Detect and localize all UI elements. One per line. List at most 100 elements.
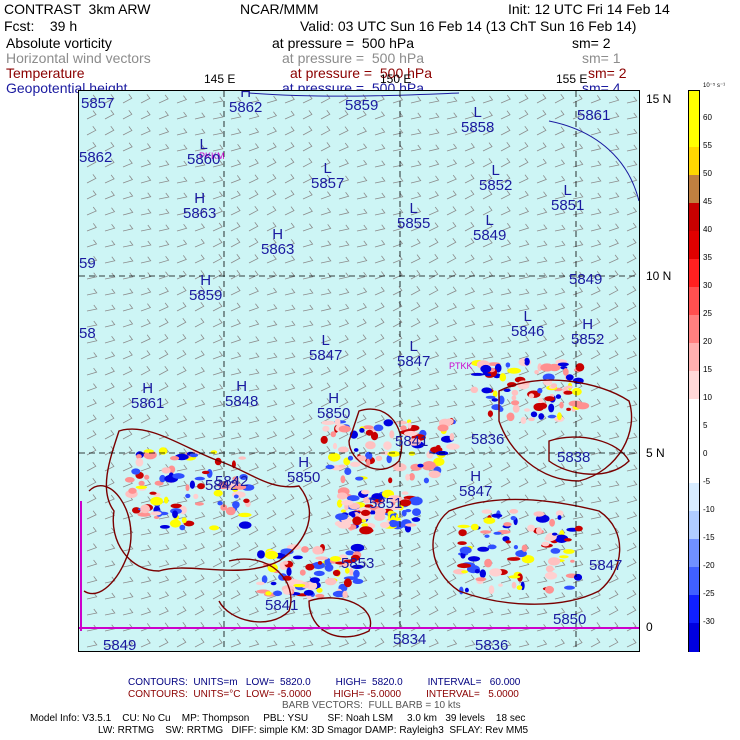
wind-barb	[266, 126, 277, 136]
height-contours	[248, 92, 639, 202]
vorticity-cell	[336, 492, 348, 500]
wind-barb	[482, 608, 494, 616]
wind-barb	[266, 446, 277, 456]
wind-barb	[428, 206, 439, 216]
contour-value: 5859	[345, 97, 379, 114]
vorticity-cell	[257, 550, 265, 559]
wind-barb	[392, 208, 404, 216]
wind-barb	[572, 143, 584, 152]
vorticity-cell	[537, 387, 543, 394]
vorticity-cell	[555, 394, 562, 399]
vorticity-cell	[446, 443, 460, 450]
wind-barb	[86, 608, 98, 616]
wind-barb	[86, 640, 98, 648]
wind-barb	[104, 174, 115, 184]
high-marker: H 5847	[459, 468, 493, 500]
wind-barb	[518, 462, 529, 472]
wind-barb	[230, 463, 242, 472]
wind-barb	[266, 111, 278, 120]
wind-barb	[428, 222, 439, 232]
wind-barb	[338, 240, 350, 248]
low-marker: L 5847	[309, 332, 343, 364]
vorticity-shading	[124, 357, 590, 600]
vorticity-cell	[401, 491, 409, 495]
wind-barb	[518, 367, 530, 376]
vorticity-cell	[238, 521, 252, 529]
wind-barb	[266, 493, 277, 504]
vorticity-cell	[411, 517, 421, 522]
wind-barb	[176, 255, 187, 264]
wind-barb	[266, 158, 277, 168]
wind-barb	[500, 576, 512, 584]
wind-barb	[140, 287, 152, 296]
wind-barb	[194, 621, 205, 632]
wind-barb	[446, 128, 458, 136]
wind-barb	[500, 510, 511, 520]
wind-barb	[176, 480, 188, 488]
wind-barb	[590, 176, 602, 184]
wind-barb	[284, 526, 295, 536]
vorticity-cell	[332, 569, 341, 577]
wind-barb	[194, 527, 206, 536]
wind-barb	[482, 640, 494, 648]
contour-value: 5849	[103, 637, 137, 652]
vorticity-cell	[428, 470, 441, 479]
vorticity-cell	[548, 403, 555, 413]
wind-barb	[356, 143, 368, 152]
low-marker: L 5851	[551, 182, 585, 214]
vorticity-cell	[335, 513, 348, 521]
vorticity-cell	[349, 568, 354, 576]
wind-barb	[518, 110, 529, 120]
wind-barb	[320, 288, 332, 296]
wind-barbs	[86, 93, 638, 648]
wind-barb	[392, 415, 404, 424]
vorticity-cell	[510, 516, 517, 521]
wind-barb	[482, 304, 494, 312]
wind-barb	[140, 303, 152, 312]
wind-barb	[446, 479, 457, 488]
wind-barb	[374, 480, 386, 488]
wind-barb	[374, 192, 386, 200]
wind-barb	[320, 272, 332, 280]
wind-barb	[248, 541, 259, 552]
wind-barb	[410, 350, 421, 360]
wind-barb	[428, 96, 440, 104]
vorticity-cell	[405, 523, 417, 527]
vorticity-cell	[404, 524, 412, 533]
wind-barb	[194, 350, 205, 360]
contour-value: 58	[79, 325, 96, 342]
wind-barb	[608, 574, 619, 584]
wind-barb	[608, 432, 620, 440]
contour-value: 5838	[557, 449, 591, 466]
vorticity-cell	[337, 521, 351, 529]
colorbar-tick-label: 20	[703, 337, 712, 346]
wind-barb	[176, 415, 188, 424]
wind-barb	[248, 416, 260, 424]
wind-barb	[212, 334, 223, 344]
wind-barb	[86, 383, 98, 392]
vorticity-cell	[351, 564, 364, 569]
wind-barb	[338, 110, 349, 120]
colorbar-tick-label: -30	[703, 617, 715, 626]
wind-barb	[104, 304, 116, 312]
wind-barb	[176, 317, 187, 328]
wind-barb	[536, 224, 548, 232]
wind-barb	[122, 288, 134, 296]
vorticity-cell	[524, 408, 530, 412]
wind-barb	[428, 144, 440, 152]
wind-barb	[446, 368, 458, 376]
wind-barb	[320, 639, 332, 648]
wind-barb	[104, 335, 116, 344]
vorticity-cell	[575, 363, 585, 372]
wind-barb	[536, 608, 548, 616]
vorticity-cell	[508, 575, 521, 579]
wind-barb	[104, 445, 115, 456]
vorticity-cell	[350, 554, 361, 561]
wind-barb	[626, 527, 637, 536]
wind-barb	[518, 494, 529, 504]
wind-barb	[212, 96, 224, 104]
wind-barb	[374, 638, 385, 648]
wind-barb	[590, 622, 601, 632]
vorticity-cell	[143, 449, 154, 453]
wind-barb	[536, 126, 547, 136]
